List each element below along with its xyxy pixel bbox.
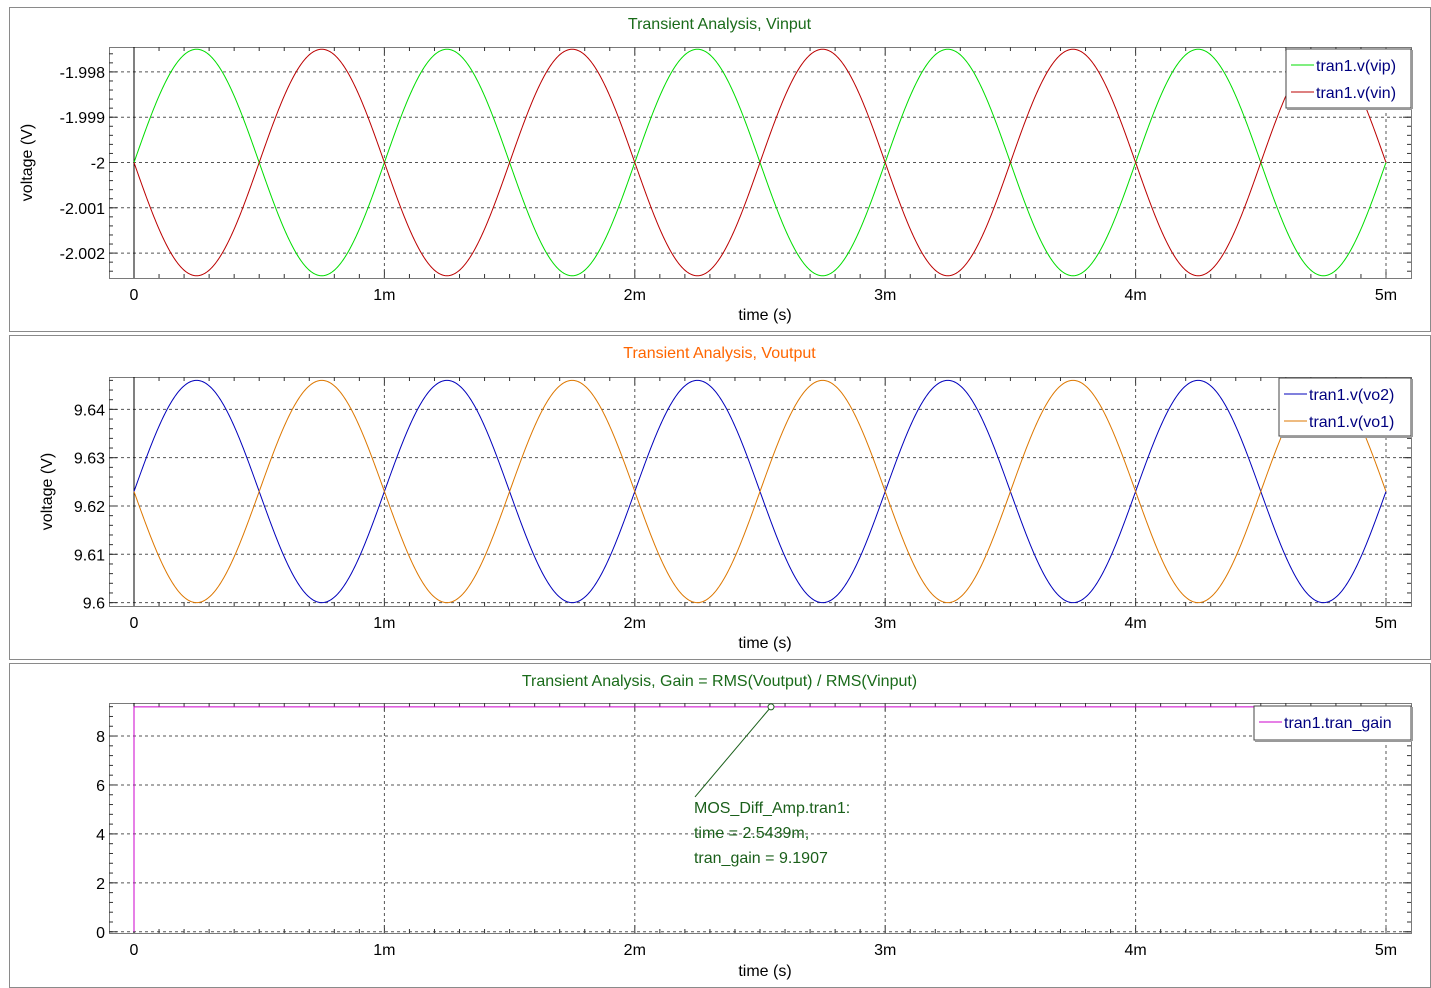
y-tick-label: 9.6: [83, 596, 105, 613]
y-tick-label: 4: [96, 827, 105, 844]
annotation-text: MOS_Diff_Amp.tran1:: [694, 800, 850, 817]
y-axis-label: voltage (V): [19, 124, 36, 201]
x-tick-label: 1m: [373, 615, 395, 632]
x-tick-label: 2m: [624, 615, 646, 632]
chart-title: Transient Analysis, Voutput: [623, 345, 816, 362]
y-tick-label: -1.999: [60, 110, 105, 127]
chart-title: Transient Analysis, Gain = RMS(Voutput) …: [522, 673, 917, 690]
y-tick-label: 0: [96, 925, 105, 942]
x-tick-label: 2m: [624, 942, 646, 959]
chart-title: Transient Analysis, Vinput: [628, 16, 812, 33]
legend: [1253, 705, 1412, 741]
x-tick-label: 2m: [624, 287, 646, 304]
x-axis-label: time (s): [738, 635, 791, 652]
y-tick-label: 6: [96, 778, 105, 795]
x-tick-label: 1m: [373, 287, 395, 304]
x-tick-label: 3m: [874, 942, 896, 959]
legend-label: tran1.v(vo2): [1309, 387, 1394, 404]
x-tick-label: 5m: [1375, 615, 1397, 632]
gain-panel: Transient Analysis, Gain = RMS(Voutput) …: [9, 663, 1431, 988]
series-line-tran1-v-vin-: [133, 48, 1387, 277]
x-tick-label: 3m: [874, 615, 896, 632]
x-tick-label: 4m: [1124, 615, 1146, 632]
annotation-text: tran_gain = 9.1907: [694, 850, 828, 867]
annotation-marker: [767, 703, 775, 711]
voutput-panel: Transient Analysis, Voutput 9.64 9.63 9.62 9…: [9, 335, 1431, 660]
series-line-tran1-tran-gain: [133, 706, 1386, 932]
y-tick-label: -2: [91, 156, 105, 173]
annotation-leader: [694, 706, 772, 798]
x-axis-label: time (s): [738, 963, 791, 980]
x-tick-label: 0: [130, 287, 139, 304]
y-tick-label: -2.001: [60, 201, 105, 218]
y-tick-label: 2: [96, 876, 105, 893]
x-tick-label: 1m: [373, 942, 395, 959]
legend-label: tran1.v(vo1): [1309, 414, 1394, 431]
legend-label: tran1.tran_gain: [1284, 715, 1392, 732]
legend-label: tran1.v(vip): [1316, 58, 1396, 75]
vinput-panel: Transient Analysis, Vinput -1.998 -1.999 -2…: [9, 7, 1431, 332]
y-tick-label: 8: [96, 729, 105, 746]
x-tick-label: 3m: [874, 287, 896, 304]
y-tick-label: 9.61: [74, 547, 105, 564]
legend: [1278, 377, 1412, 437]
y-tick-label: -1.998: [60, 65, 105, 82]
x-tick-label: 5m: [1375, 942, 1397, 959]
x-tick-label: 5m: [1375, 287, 1397, 304]
y-tick-label: 9.64: [74, 402, 105, 419]
x-tick-label: 0: [130, 615, 139, 632]
y-tick-label: 9.62: [74, 499, 105, 516]
y-axis-label: voltage (V): [39, 453, 56, 530]
x-tick-label: 4m: [1124, 287, 1146, 304]
x-axis-label: time (s): [738, 307, 791, 324]
x-tick-label: 0: [130, 942, 139, 959]
annotation-text: time = 2.5439m,: [694, 825, 809, 842]
y-tick-label: 9.63: [74, 451, 105, 468]
series-line-tran1-v-vo1-: [133, 379, 1387, 604]
plot-area: [109, 703, 1412, 934]
y-tick-label: -2.002: [60, 246, 105, 263]
x-tick-label: 4m: [1124, 942, 1146, 959]
legend: [1285, 48, 1412, 109]
legend-label: tran1.v(vin): [1316, 85, 1396, 102]
